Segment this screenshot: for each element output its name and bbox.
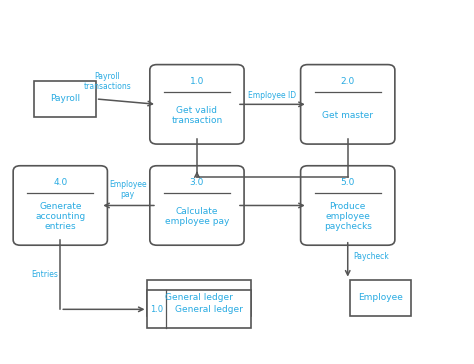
FancyBboxPatch shape: [147, 290, 251, 328]
Text: Payroll
transactions: Payroll transactions: [83, 72, 131, 91]
Text: Employee: Employee: [358, 293, 403, 302]
FancyBboxPatch shape: [150, 64, 244, 144]
Text: 1.0: 1.0: [150, 305, 164, 314]
Text: General ledger: General ledger: [175, 305, 243, 314]
Text: Paycheck: Paycheck: [354, 252, 389, 261]
Text: 3.0: 3.0: [190, 178, 204, 187]
Text: Get valid
transaction: Get valid transaction: [171, 106, 223, 125]
FancyBboxPatch shape: [13, 166, 108, 245]
Text: Get master: Get master: [322, 111, 373, 120]
FancyBboxPatch shape: [150, 166, 244, 245]
FancyBboxPatch shape: [35, 81, 96, 117]
Text: General ledger: General ledger: [165, 293, 233, 302]
FancyBboxPatch shape: [350, 280, 411, 316]
FancyBboxPatch shape: [147, 280, 251, 316]
Text: Payroll: Payroll: [50, 94, 80, 103]
Text: 2.0: 2.0: [341, 76, 355, 86]
FancyBboxPatch shape: [301, 64, 395, 144]
Text: Entries: Entries: [31, 270, 58, 279]
Text: Calculate
employee pay: Calculate employee pay: [165, 207, 229, 226]
FancyBboxPatch shape: [301, 166, 395, 245]
Text: Produce
employee
paychecks: Produce employee paychecks: [324, 202, 372, 232]
Text: Employee
pay: Employee pay: [109, 179, 146, 199]
Text: Employee ID: Employee ID: [248, 91, 296, 100]
Text: Generate
accounting
entries: Generate accounting entries: [35, 202, 85, 232]
Text: 5.0: 5.0: [340, 178, 355, 187]
Text: 4.0: 4.0: [53, 178, 67, 187]
Text: 1.0: 1.0: [190, 76, 204, 86]
